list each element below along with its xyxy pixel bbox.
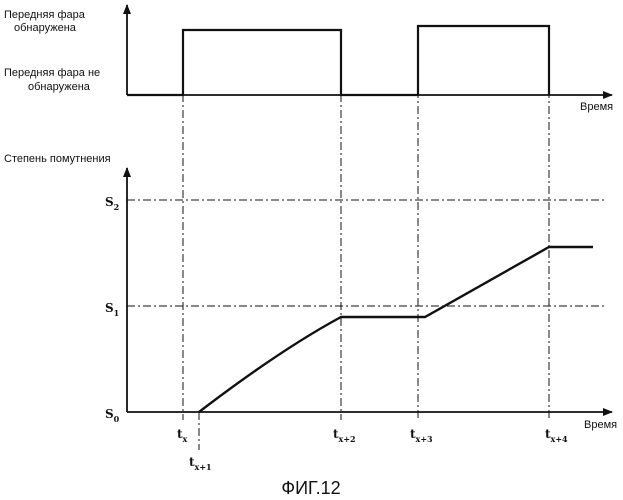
time-label-tx1: tx+1 (189, 455, 212, 472)
level-label-s2: S2 (105, 195, 119, 212)
state-high-label-line1: Передняя фара (4, 9, 86, 21)
level-label-s1: S1 (105, 301, 119, 318)
state-high-label-line2: обнаружена (14, 22, 77, 34)
time-label-tx4: tx+4 (545, 427, 568, 444)
time-label-tx: tx (177, 427, 188, 444)
headlight-detection-chart: Передняя фара обнаружена Передняя фара н… (4, 5, 613, 113)
fogging-degree-curve (199, 247, 593, 412)
figure-caption: ФИГ.12 (281, 478, 340, 498)
bottom-y-axis-label: Степень помутнения (4, 153, 111, 165)
state-low-label-line2: обнаружена (28, 81, 91, 93)
bottom-x-axis-label: Время (584, 419, 617, 431)
level-label-s0: S0 (105, 407, 120, 424)
time-guide-lines (183, 26, 549, 450)
time-label-tx2: tx+2 (333, 427, 356, 444)
fogging-degree-chart: Степень помутнения Время S2 S1 S0 tx tx+… (4, 153, 617, 472)
top-x-axis-label: Время (580, 101, 613, 113)
headlight-detection-signal (127, 26, 549, 95)
state-low-label-line1: Передняя фара не (4, 67, 100, 79)
time-label-tx3: tx+3 (410, 427, 433, 444)
